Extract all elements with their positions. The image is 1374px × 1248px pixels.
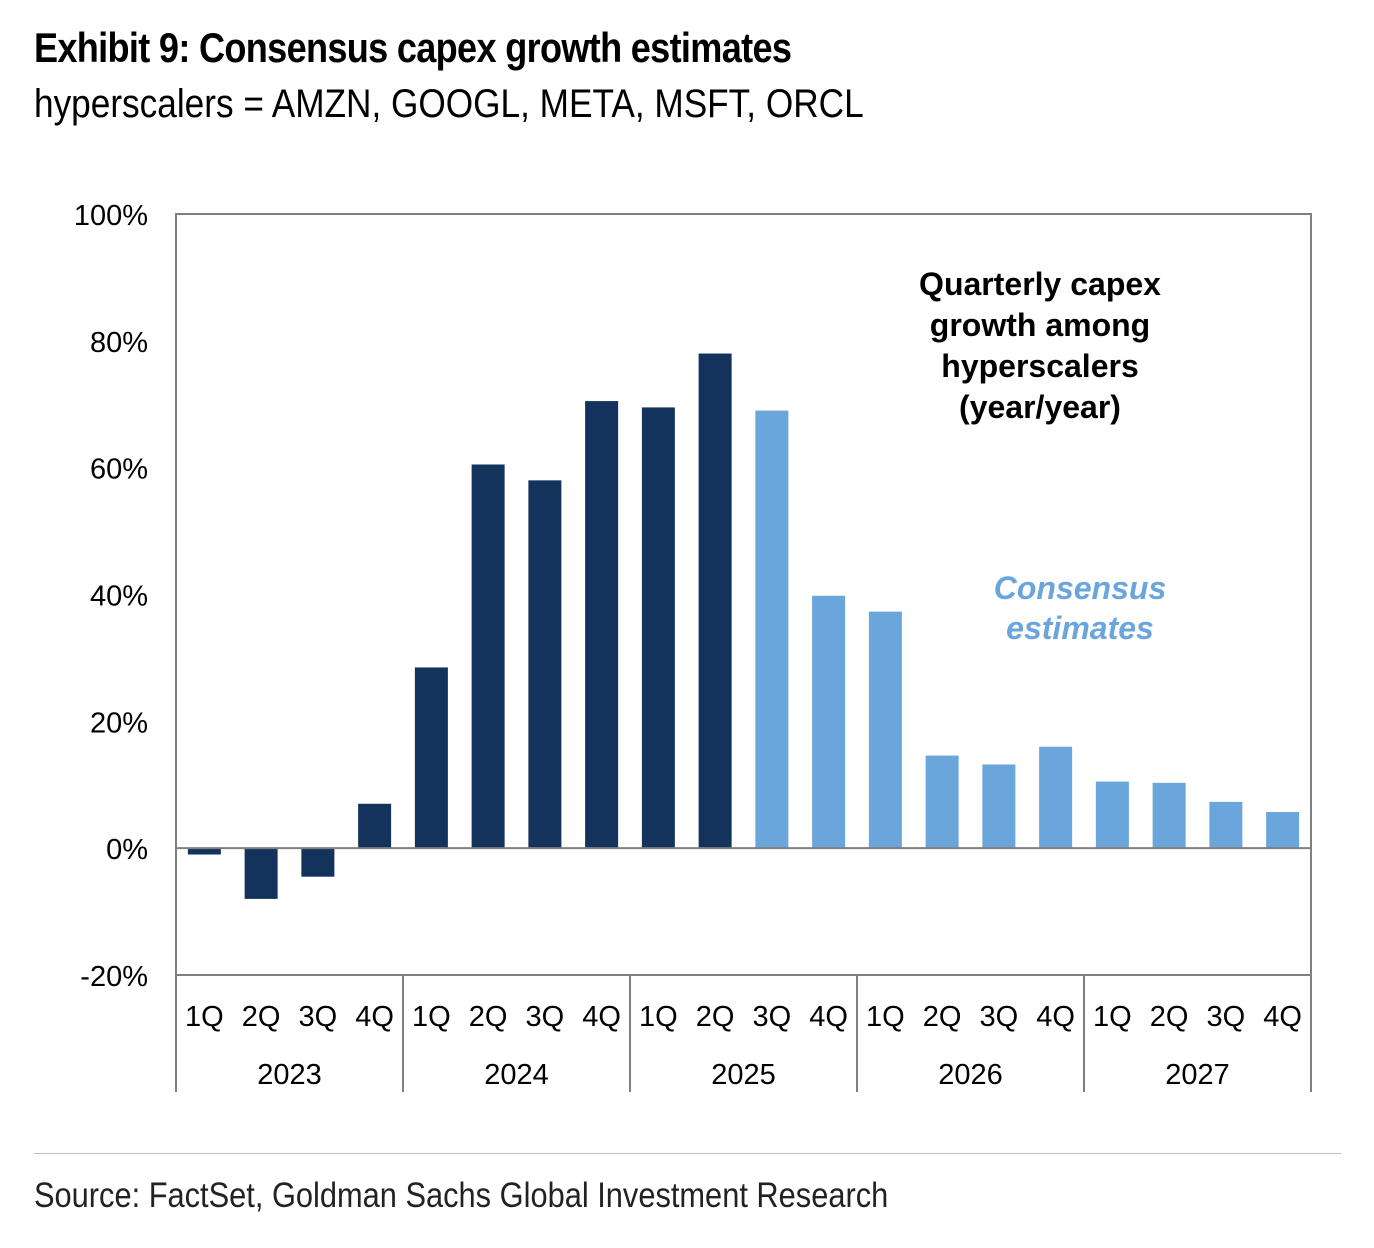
x-quarter-label: 1Q (1093, 1001, 1132, 1033)
bar-estimate (755, 410, 789, 849)
x-axis-labels: 1Q 2Q 3Q 4Q 1Q 2Q 3Q 4Q 1Q 2Q 3Q 4Q 1Q 2Q 3Q 4Q 1Q 2Q 3Q 4Q… (185, 1001, 1302, 1091)
x-year-label: 2027 (1165, 1059, 1230, 1091)
bar-actual (414, 667, 448, 849)
bar-estimate (1266, 812, 1300, 849)
bar-estimate (982, 764, 1016, 849)
x-year-label: 2024 (484, 1059, 549, 1091)
chart-title: Exhibit 9: Consensus capex growth estima… (34, 24, 792, 71)
annotations: Quarterly capex growth among hyperscalers (… (919, 266, 1166, 646)
bar-estimate (812, 595, 846, 849)
x-quarter-label: 2Q (242, 1001, 281, 1033)
x-quarter-label: 1Q (639, 1001, 678, 1033)
x-quarter-label: 1Q (866, 1001, 905, 1033)
annotation-main-line: (year/year) (959, 389, 1121, 425)
x-quarter-label: 3Q (980, 1001, 1019, 1033)
x-quarter-label: 2Q (923, 1001, 962, 1033)
annotation-main-line: Quarterly capex (919, 266, 1161, 302)
bar-estimate (1209, 801, 1243, 849)
bar-actual (358, 803, 392, 849)
x-quarter-label: 4Q (809, 1001, 848, 1033)
x-quarter-label: 3Q (753, 1001, 792, 1033)
bar-estimate (1152, 782, 1186, 849)
x-quarter-label: 2Q (696, 1001, 735, 1033)
x-quarter-label: 4Q (1036, 1001, 1075, 1033)
annotation-estimates-line: estimates (1006, 610, 1154, 646)
bar-estimate (925, 755, 959, 849)
x-quarter-label: 2Q (1150, 1001, 1189, 1033)
x-quarter-label: 3Q (526, 1001, 565, 1033)
source-divider (34, 1153, 1341, 1154)
y-tick-label: 0% (106, 834, 148, 866)
x-year-label: 2026 (938, 1059, 1003, 1091)
x-quarter-label: 4Q (355, 1001, 394, 1033)
bar-actual (698, 353, 732, 849)
x-quarter-label: 4Q (582, 1001, 621, 1033)
x-quarter-label: 1Q (185, 1001, 224, 1033)
bar-actual (585, 401, 619, 849)
x-year-label: 2025 (711, 1059, 776, 1091)
source-note: Source: FactSet, Goldman Sachs Global In… (34, 1176, 889, 1215)
y-tick-label: 100% (74, 200, 148, 232)
bar-estimate (1095, 781, 1129, 849)
bar-estimate (868, 611, 902, 849)
y-axis-ticks: 100% 80% 60% 40% 20% 0% -20% (74, 200, 148, 993)
x-quarter-label: 1Q (412, 1001, 451, 1033)
bar-actual (641, 407, 675, 849)
y-tick-label: 40% (90, 581, 148, 613)
plot-border (175, 213, 1312, 976)
bar-actual (528, 480, 562, 849)
annotation-estimates-line: Consensus (994, 570, 1166, 606)
y-tick-label: 20% (90, 707, 148, 739)
y-tick-label: -20% (80, 961, 148, 993)
annotation-main-line: hyperscalers (941, 348, 1138, 384)
bar-actual (471, 464, 505, 849)
chart-subtitle: hyperscalers = AMZN, GOOGL, META, MSFT, … (34, 82, 864, 126)
bar-actual (187, 848, 221, 855)
x-quarter-label: 3Q (299, 1001, 338, 1033)
x-quarter-label: 3Q (1207, 1001, 1246, 1033)
bar-actual (301, 848, 335, 877)
x-year-label: 2023 (257, 1059, 322, 1091)
bar-actual (244, 848, 278, 899)
plot-frame (175, 213, 1312, 1092)
y-tick-label: 80% (90, 327, 148, 359)
y-tick-label: 60% (90, 454, 148, 486)
capex-growth-chart: 100%80%60%40%20%0%-20% 1Q 2Q 3Q 4Q 1Q 2Q 3Q 4Q 1… (74, 200, 1312, 1092)
bars (187, 353, 1300, 899)
annotation-main-line: growth among (930, 307, 1150, 343)
bar-estimate (1039, 746, 1073, 849)
x-quarter-label: 4Q (1263, 1001, 1302, 1033)
x-quarter-label: 2Q (469, 1001, 508, 1033)
